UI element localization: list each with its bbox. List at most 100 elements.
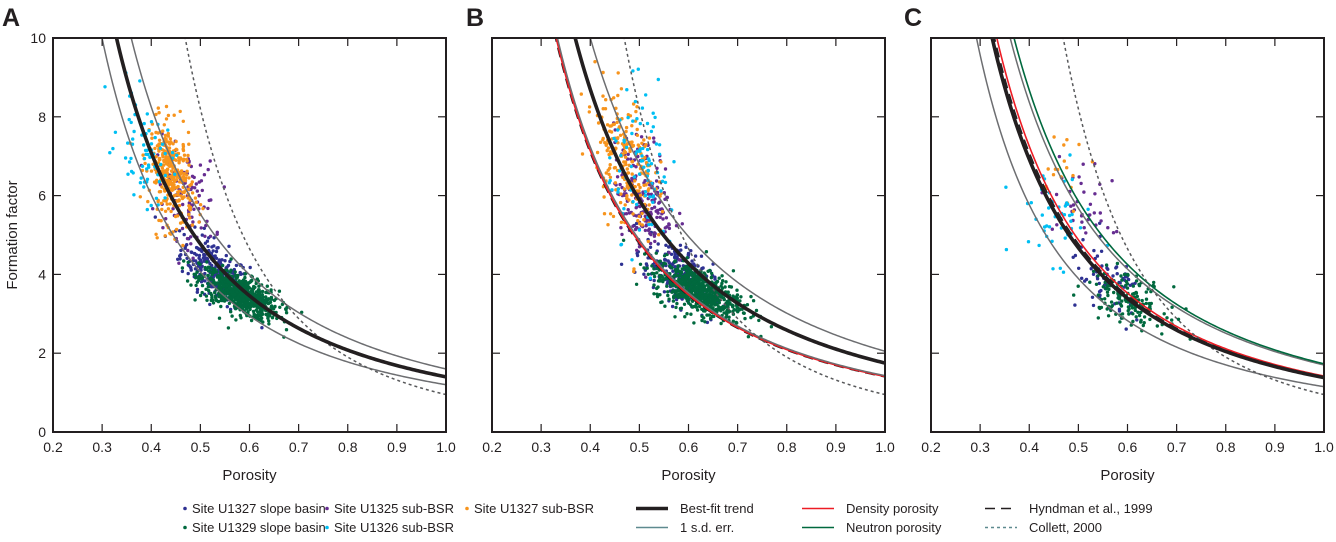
data-point [160, 142, 165, 146]
data-point [595, 150, 600, 155]
data-point [746, 335, 751, 339]
data-point [197, 194, 201, 198]
data-point [189, 235, 193, 239]
data-point [234, 263, 239, 268]
y-axis-label: Formation factor [4, 180, 21, 289]
data-point [216, 246, 220, 250]
data-point [1082, 226, 1086, 230]
data-point [181, 119, 185, 124]
data-point [644, 224, 648, 228]
data-point [619, 153, 623, 158]
data-point [658, 259, 662, 263]
data-point [616, 128, 620, 132]
x-tick-label: 0.6 [240, 439, 260, 455]
data-point [1135, 318, 1139, 322]
data-point [238, 301, 243, 306]
data-point [644, 161, 649, 165]
data-point [1040, 213, 1045, 217]
data-point [1144, 297, 1149, 301]
data-point [644, 275, 648, 279]
data-point [673, 315, 677, 319]
data-point [739, 295, 743, 299]
data-point [260, 289, 265, 294]
series-site-u1325-sub-bsr [1040, 154, 1119, 235]
data-point [182, 171, 186, 176]
data-point [643, 193, 648, 198]
data-point [646, 192, 651, 196]
data-point [248, 265, 252, 270]
data-point [671, 299, 676, 303]
data-point [617, 169, 622, 173]
data-point [725, 312, 729, 316]
data-point [629, 157, 633, 161]
data-point [630, 258, 634, 262]
data-point [1144, 290, 1149, 294]
data-point [149, 169, 154, 173]
data-point [1072, 293, 1076, 297]
data-point [1128, 283, 1133, 287]
data-point [607, 172, 611, 176]
data-point [188, 205, 193, 209]
data-point [1081, 162, 1085, 166]
data-point [634, 109, 638, 114]
x-tick-label: 1.0 [436, 439, 456, 455]
data-point [178, 257, 182, 261]
data-point [658, 279, 662, 283]
data-point [1116, 296, 1120, 300]
data-point [734, 295, 738, 299]
data-point [157, 149, 161, 153]
data-point [1104, 263, 1109, 267]
data-point [1082, 190, 1086, 194]
data-point [635, 117, 639, 121]
data-point [176, 199, 180, 203]
legend-marker [325, 525, 329, 530]
data-point [213, 291, 217, 295]
data-point [176, 193, 180, 197]
trend-curves [554, 38, 885, 396]
data-point [662, 254, 667, 258]
data-point [129, 169, 134, 174]
data-point [657, 143, 662, 147]
data-point [211, 249, 215, 253]
data-point [254, 290, 259, 294]
data-point [690, 259, 694, 263]
data-point [610, 188, 614, 192]
data-point [247, 286, 251, 290]
data-point [142, 156, 147, 161]
data-point [700, 296, 704, 301]
data-point [622, 192, 626, 196]
data-point [684, 245, 688, 249]
data-point [145, 207, 149, 212]
data-point [141, 153, 145, 157]
data-point [628, 114, 633, 118]
data-point [645, 264, 649, 268]
legend-marker [183, 525, 187, 530]
data-point [637, 183, 641, 187]
data-point [700, 307, 704, 311]
legend-label: Site U1327 sub-BSR [474, 501, 594, 516]
data-point [720, 281, 724, 286]
data-point [1126, 273, 1130, 277]
data-point [640, 223, 644, 227]
data-point [1073, 303, 1077, 307]
data-point [651, 195, 655, 199]
data-point [1109, 300, 1114, 304]
data-point [667, 226, 672, 231]
data-point [1097, 290, 1102, 294]
data-point [1071, 209, 1076, 213]
data-point [706, 269, 710, 273]
data-point [634, 165, 638, 169]
data-point [655, 166, 659, 170]
data-point [658, 215, 662, 219]
data-point [1077, 266, 1081, 270]
x-tick-label: 0.3 [531, 439, 551, 455]
data-point [1069, 204, 1073, 208]
data-point [647, 219, 651, 223]
data-point [197, 180, 201, 184]
data-point [182, 259, 186, 263]
data-point [656, 211, 660, 215]
data-point [667, 223, 671, 227]
data-point [157, 111, 161, 115]
data-point [1088, 202, 1093, 206]
scatter-points [579, 60, 774, 339]
